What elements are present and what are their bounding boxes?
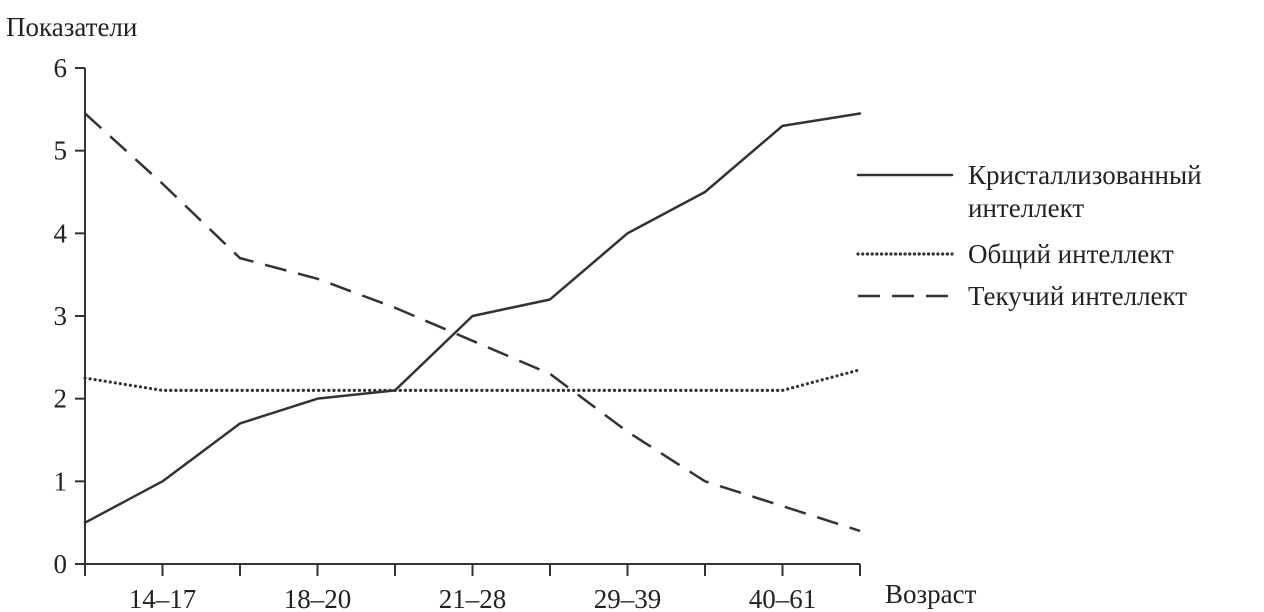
- x-tick-label: 21–28: [439, 584, 507, 612]
- legend-label: Кристаллизованный: [968, 160, 1202, 190]
- series-layer: [83, 112, 862, 533]
- y-tick-label: 1: [54, 466, 68, 496]
- series-line-dashed: [84, 112, 861, 533]
- y-tick-label: 6: [54, 53, 68, 83]
- legend-label: Общий интеллект: [968, 239, 1174, 269]
- y-tick-label: 2: [54, 384, 68, 414]
- series-line-dotted: [83, 368, 862, 392]
- y-tick-label: 3: [54, 301, 68, 331]
- y-axis-title: Показатели: [6, 12, 137, 42]
- x-axis-title: Возраст: [885, 579, 977, 609]
- x-tick-label: 14–17: [129, 584, 197, 612]
- x-tick-label: 18–20: [284, 584, 352, 612]
- legend-label: Текучий интеллект: [968, 281, 1187, 311]
- y-tick-label: 5: [54, 136, 68, 166]
- series-line-solid: [83, 112, 862, 524]
- y-axis-ticks: 0 1 2 3 4 5 6: [54, 53, 85, 579]
- x-axis-ticks: 14–17 18–20 21–28 29–39 40–61: [84, 564, 861, 612]
- y-tick-label: 0: [54, 549, 68, 579]
- legend-label: интеллект: [968, 193, 1084, 223]
- x-tick-label: 40–61: [749, 584, 817, 612]
- y-tick-label: 4: [54, 218, 68, 248]
- x-tick-label: 29–39: [594, 584, 662, 612]
